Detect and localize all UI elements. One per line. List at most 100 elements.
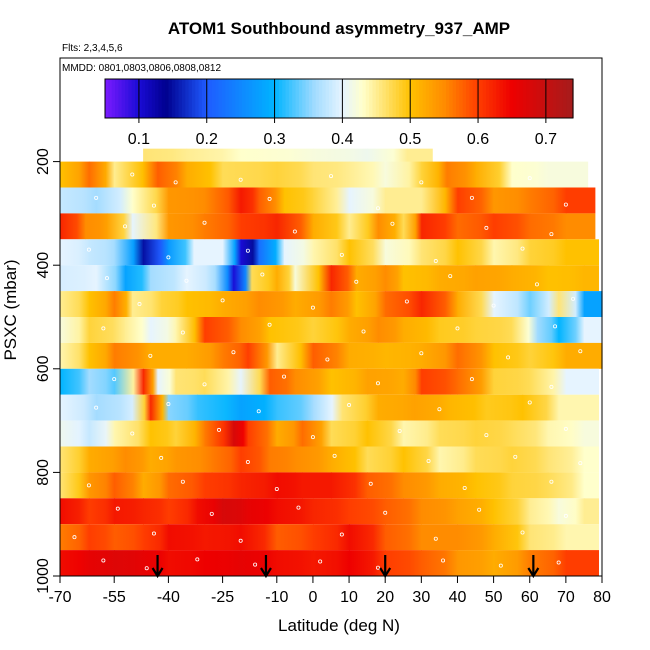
heatmap-cell xyxy=(150,446,177,473)
sample-marker xyxy=(484,433,489,438)
colorbar-swatch xyxy=(452,79,457,118)
heatmap-cell xyxy=(88,161,115,188)
heatmap-cell xyxy=(547,446,585,473)
heatmap-cell xyxy=(439,265,477,292)
heatmap-cell xyxy=(168,498,198,525)
sample-marker xyxy=(220,298,225,303)
y-tick-label: 800 xyxy=(35,459,52,486)
colorbar-swatch xyxy=(262,79,267,118)
heatmap-cell xyxy=(233,420,249,447)
heatmap-cell xyxy=(114,368,144,395)
colorbar-swatch xyxy=(536,79,541,118)
heatmap-cell xyxy=(88,239,115,266)
colorbar-swatch xyxy=(255,79,260,118)
heatmap-cell xyxy=(269,446,296,473)
heatmap-cell xyxy=(251,265,278,292)
heatmap-cell xyxy=(331,472,368,499)
heatmap-cell xyxy=(385,161,422,188)
colorbar-swatch xyxy=(225,79,230,118)
heatmap-cell xyxy=(511,420,549,447)
heatmap-cell xyxy=(204,524,242,551)
y-axis: 200 400 600 800 1000 xyxy=(35,148,60,594)
x-tick-label: -55 xyxy=(103,589,126,606)
colorbar-swatch xyxy=(449,79,454,118)
colorbar-swatch xyxy=(171,79,176,118)
heatmap-cell xyxy=(150,342,188,369)
sample-marker xyxy=(112,377,117,382)
heatmap-cell xyxy=(529,187,567,214)
heatmap-cell xyxy=(240,239,260,266)
colorbar-swatch xyxy=(529,79,534,118)
colorbar-swatch xyxy=(562,79,567,118)
heatmap-cell xyxy=(175,317,206,343)
heatmap-cell xyxy=(302,472,332,499)
heatmap-cell xyxy=(88,317,126,343)
heatmap-cell xyxy=(60,550,90,576)
colorbar-tick-label: 0.7 xyxy=(535,131,557,148)
x-tick-label: 30 xyxy=(412,589,430,606)
heatmap-cell xyxy=(60,161,90,188)
colorbar-swatch xyxy=(355,79,360,118)
heatmap-cell xyxy=(284,187,314,214)
colorbar-swatch xyxy=(486,79,491,118)
y-tick-label: 200 xyxy=(35,148,52,175)
colorbar-swatch xyxy=(479,79,484,118)
heatmap-cell xyxy=(349,342,386,369)
heatmap-cell xyxy=(175,368,206,395)
sample-marker xyxy=(166,402,171,407)
colorbar-tick-label: 0.6 xyxy=(467,131,489,148)
heatmap-cell xyxy=(114,239,144,266)
heatmap-cell xyxy=(88,446,126,473)
sample-marker xyxy=(527,176,532,181)
heatmap-cell xyxy=(284,239,314,266)
heatmap-cell xyxy=(457,498,495,525)
colorbar-swatch xyxy=(188,79,193,118)
heatmap-cell xyxy=(204,368,242,395)
x-axis-label: Latitude (deg N) xyxy=(278,616,400,635)
heatmap-cell xyxy=(403,317,440,343)
heatmap-cell xyxy=(60,420,90,447)
sample-marker xyxy=(325,357,330,362)
x-tick-label: 80 xyxy=(593,589,611,606)
sample-marker xyxy=(332,453,337,458)
heatmap-cell xyxy=(529,342,567,369)
sample-marker xyxy=(202,220,207,225)
heatmap-cell xyxy=(558,317,585,343)
x-tick-label: 50 xyxy=(485,589,503,606)
sample-marker xyxy=(563,513,568,518)
heatmap-cell xyxy=(157,368,177,395)
sample-marker xyxy=(144,566,149,571)
colorbar-swatch xyxy=(496,79,501,118)
heatmap-cell xyxy=(331,265,357,292)
sample-marker xyxy=(491,303,496,308)
heatmap-cell xyxy=(511,161,549,188)
colorbar-tick-label: 0.5 xyxy=(399,131,421,148)
heatmap-cell xyxy=(312,342,350,369)
y-axis-label: PSXC (mbar) xyxy=(1,259,20,360)
colorbar-swatch xyxy=(292,79,297,118)
heatmap-cell xyxy=(446,161,477,188)
heatmap-cell xyxy=(421,213,459,240)
heatmap-cell xyxy=(60,265,97,292)
heatmap-cell xyxy=(421,368,459,395)
sample-marker xyxy=(498,563,503,568)
heatmap-cell xyxy=(168,187,206,214)
heatmap-cell xyxy=(204,317,242,343)
heatmap-cell xyxy=(60,368,90,395)
heatmap-cell xyxy=(547,265,585,292)
heatmap-cell xyxy=(193,239,224,266)
colorbar-swatch xyxy=(402,79,407,118)
heatmap-cell xyxy=(558,498,585,525)
sample-marker xyxy=(433,536,438,541)
heatmap-cell xyxy=(240,472,278,499)
heatmap-cell xyxy=(143,524,169,551)
colorbar-swatch xyxy=(178,79,183,118)
heatmap-cell xyxy=(114,472,144,499)
heatmap-cell xyxy=(60,472,90,499)
heatmap-cell xyxy=(204,420,235,447)
colorbar-swatch xyxy=(512,79,517,118)
colorbar-swatch xyxy=(425,79,430,118)
sample-marker xyxy=(216,427,221,432)
heatmap-cell xyxy=(536,317,560,343)
heatmap-cell xyxy=(186,342,224,369)
